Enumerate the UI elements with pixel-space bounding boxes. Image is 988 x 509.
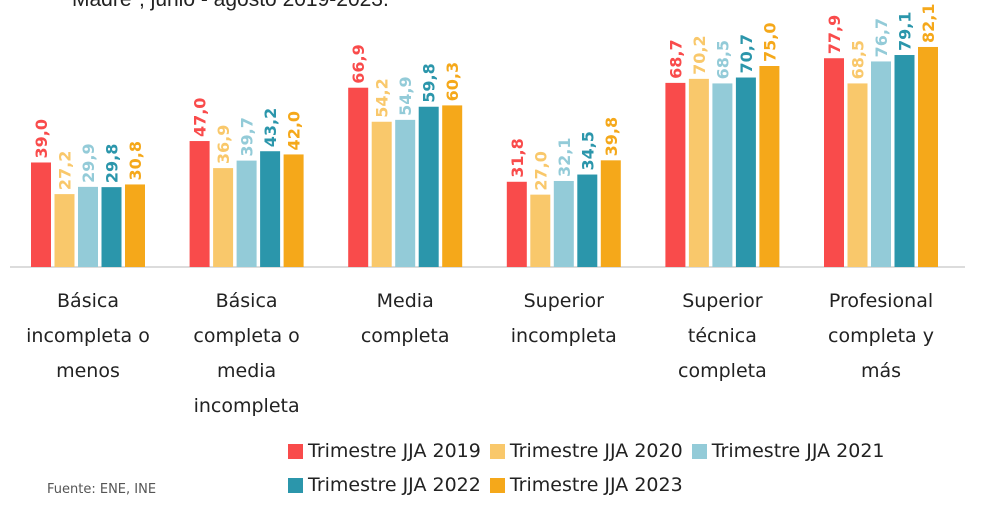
value-label: 30,8 xyxy=(126,141,145,180)
value-label: 34,5 xyxy=(578,131,597,170)
legend-label: Trimestre JJA 2019 xyxy=(308,440,481,462)
bar xyxy=(31,162,51,267)
value-label: 39,7 xyxy=(238,117,257,156)
legend-item: Trimestre JJA 2023 xyxy=(489,474,683,496)
bar xyxy=(918,46,938,267)
value-label: 54,2 xyxy=(373,78,392,117)
value-label: 29,9 xyxy=(79,143,98,182)
legend-item: Trimestre JJA 2020 xyxy=(489,440,683,462)
bar xyxy=(395,119,416,267)
legend-label: Trimestre JJA 2021 xyxy=(711,440,885,462)
bar xyxy=(442,105,463,267)
legend-swatch xyxy=(489,443,505,459)
value-label: 60,3 xyxy=(443,62,462,101)
bar xyxy=(78,186,98,267)
legend-item: Trimestre JJA 2019 xyxy=(288,440,481,462)
x-tick-label: Básica incompleta o menos xyxy=(26,290,150,382)
bar xyxy=(553,180,574,267)
bar xyxy=(600,160,621,267)
value-label: 76,7 xyxy=(872,18,891,57)
value-label: 31,8 xyxy=(508,138,527,177)
value-label: 68,7 xyxy=(666,39,685,78)
value-label: 66,9 xyxy=(349,44,368,83)
value-label: 47,0 xyxy=(191,98,210,137)
value-label: 32,1 xyxy=(555,137,574,176)
x-tick-label: Media completa xyxy=(360,290,450,347)
bar xyxy=(54,194,75,267)
bar xyxy=(824,58,844,268)
bar xyxy=(213,168,234,267)
x-tick-label: Superior incompleta xyxy=(510,290,617,347)
legend-swatch xyxy=(691,443,707,459)
bar xyxy=(125,184,145,267)
bar xyxy=(712,83,733,267)
bar xyxy=(506,181,527,267)
value-label: 75,0 xyxy=(760,23,779,62)
bar xyxy=(348,87,369,267)
value-label: 70,2 xyxy=(690,35,709,74)
value-label: 54,9 xyxy=(396,76,415,115)
value-label: 68,5 xyxy=(713,40,732,79)
legend-swatch xyxy=(288,443,303,459)
bar xyxy=(418,106,439,268)
bar xyxy=(759,66,780,267)
value-label: 59,8 xyxy=(420,63,439,102)
bar xyxy=(283,154,304,267)
bar xyxy=(236,160,257,267)
value-label: 27,0 xyxy=(531,151,550,190)
value-label: 27,2 xyxy=(56,151,75,190)
bar xyxy=(665,82,686,267)
bar xyxy=(688,78,709,267)
value-label: 77,9 xyxy=(825,15,844,54)
value-label: 39,8 xyxy=(602,117,621,156)
bar xyxy=(101,187,122,267)
legend-item: Trimestre JJA 2021 xyxy=(691,440,885,462)
bar xyxy=(371,121,392,267)
legend-swatch xyxy=(288,477,303,493)
legend-label: Trimestre JJA 2022 xyxy=(308,474,481,496)
value-label: 42,0 xyxy=(285,111,304,150)
value-label: 39,0 xyxy=(32,119,51,158)
bar xyxy=(577,174,598,267)
x-tick-label: Superior técnica completa xyxy=(678,290,767,382)
legend-item: Trimestre JJA 2022 xyxy=(288,474,481,496)
bar xyxy=(871,61,891,267)
value-label: 82,1 xyxy=(919,3,938,42)
bar xyxy=(189,141,210,267)
bar xyxy=(530,194,551,267)
source: Fuente: ENE, INE xyxy=(47,482,157,497)
x-tick-label: Básica completa o media incompleta xyxy=(193,290,300,417)
legend-label: Trimestre JJA 2020 xyxy=(509,440,683,462)
value-label: 79,1 xyxy=(896,12,915,51)
value-label: 68,5 xyxy=(849,40,868,79)
value-label: 29,8 xyxy=(103,144,122,183)
x-tick-label: Profesional completa y más xyxy=(828,290,934,382)
bar xyxy=(847,83,868,267)
bar xyxy=(735,77,756,267)
bar xyxy=(894,55,915,268)
legend-swatch xyxy=(489,477,505,493)
bar xyxy=(260,151,281,267)
value-label: 43,2 xyxy=(261,108,280,147)
value-label: 70,7 xyxy=(737,34,756,73)
legend: Trimestre JJA 2019 Trimestre JJA 2020 Trim… xyxy=(288,440,988,496)
value-label: 36,9 xyxy=(214,125,233,164)
chart-title: Madre", junio - agosto 2019-2023. xyxy=(72,0,389,12)
legend-label: Trimestre JJA 2023 xyxy=(509,474,683,496)
